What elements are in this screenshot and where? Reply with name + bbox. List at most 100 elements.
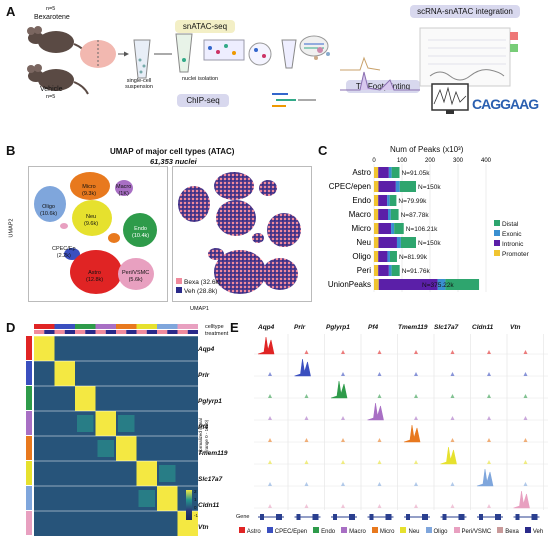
gene-exon-a-7 — [515, 514, 520, 520]
peaks-bar-chart: 0 100 200 300 400 Astro CPEC/epen Endo Macro Mic… — [328, 158, 492, 292]
mouse-icons — [27, 26, 89, 95]
noise-6-3 — [377, 482, 382, 486]
chip-fragments-icon — [272, 93, 316, 107]
bar-unionpeaks-distal — [445, 279, 480, 290]
bar-cpecepen-exonic — [395, 181, 400, 192]
label-macro: Macro (1K) — [116, 184, 131, 198]
header-prlr: Prlr — [294, 324, 306, 331]
cluster-macro — [115, 180, 133, 196]
legend-distal-label: Distal — [502, 221, 519, 228]
legend-swatch — [371, 527, 378, 533]
annot-celltype-6 — [157, 324, 178, 329]
bar-unionpeaks-intronic — [378, 279, 438, 290]
noise-0-4 — [414, 350, 418, 354]
noise-1-6 — [487, 372, 491, 376]
label-neu-count: (9.6k) — [84, 221, 99, 227]
total-label-oligo: N=81.99k — [399, 254, 428, 261]
noise-6-0 — [268, 482, 272, 486]
bar-peri-promoter — [374, 265, 379, 276]
header-aqp4: Aqp4 — [258, 324, 275, 331]
panel-d-label: D — [6, 320, 16, 335]
noise-7-1 — [304, 504, 309, 508]
row-annot-6 — [26, 486, 32, 510]
bar-macro-distal — [390, 209, 399, 220]
annot-veh-0 — [44, 330, 55, 334]
bar-cpecepen-promoter — [374, 181, 379, 192]
chip-seq-badge: ChIP-seq — [177, 94, 229, 107]
gene-models — [258, 514, 540, 520]
label-micro-name: Micro — [82, 184, 96, 190]
peak-oligo — [476, 468, 494, 487]
heatmap-block-7 — [177, 511, 198, 536]
cluster-astro — [70, 250, 122, 294]
category-oligo: Oligo — [352, 252, 371, 261]
label-oligo-count: (10.6k) — [40, 211, 58, 217]
bar-neu-distal — [400, 237, 416, 248]
bar-neu-promoter — [374, 237, 379, 248]
x-tick-0: 0 — [372, 158, 376, 164]
gene-exon-a-6 — [479, 514, 483, 520]
category-astro: Astro — [352, 168, 371, 177]
noise-0-2 — [341, 350, 345, 354]
gene-exon-b-6 — [495, 514, 501, 520]
gene-exon-b-0 — [276, 514, 282, 520]
bar-peri-distal — [391, 265, 400, 276]
legend-text: Peri/VSMC — [461, 529, 492, 535]
scale-1: 1 — [194, 497, 197, 502]
browser-thumbnail — [419, 27, 518, 87]
label-oligo-name: Oligo — [42, 204, 55, 210]
gene-exon-a-0 — [260, 514, 264, 520]
bar-oligo-distal — [389, 251, 397, 262]
noise-0-6 — [487, 350, 491, 354]
bar-endo-promoter — [374, 195, 379, 206]
annot-veh-5 — [146, 330, 157, 334]
cluster-micro — [70, 172, 110, 200]
legend-swatch — [400, 527, 407, 533]
label-astro-name: Astro — [88, 270, 101, 276]
vehicle-label: Vehicle — [40, 86, 63, 93]
gene-exon-a-3 — [369, 514, 374, 520]
annot-celltype-3 — [95, 324, 116, 329]
noise-3-6 — [487, 416, 491, 420]
label-endo: Endo (10.4k) — [132, 226, 149, 240]
gene-exon-b-4 — [422, 514, 428, 520]
legend-veh-swatch — [176, 287, 182, 293]
noise-7-2 — [341, 504, 345, 508]
bar-macro-promoter — [374, 209, 379, 220]
noise-2-4 — [414, 394, 418, 398]
label-astro: Astro (12.8k) — [86, 270, 103, 284]
gene-exon-a-1 — [296, 514, 301, 520]
noise-0-7 — [523, 350, 528, 354]
total-label-macro: N=87.78k — [401, 212, 430, 219]
gene-row-label: Gene — [236, 514, 250, 520]
noise-2-3 — [377, 394, 382, 398]
legend-intronic-swatch — [494, 240, 500, 246]
category-micro: Micro — [351, 224, 371, 233]
annot-veh-7 — [187, 330, 198, 334]
legend-text: Macro — [349, 529, 366, 535]
noise-3-1 — [304, 416, 309, 420]
label-endo-name: Endo — [134, 226, 147, 232]
legend-swatch — [425, 527, 432, 533]
heatmap-speckle-0 — [97, 440, 114, 457]
heatmap-cells — [34, 335, 198, 536]
category-endo: Endo — [352, 196, 371, 205]
noise-0-1 — [304, 350, 309, 354]
gene-exon-b-7 — [531, 514, 538, 520]
heatmap-speckle-2 — [138, 490, 155, 507]
legend-text: Oligo — [433, 529, 448, 535]
header-pf4: Pf4 — [368, 324, 379, 331]
heatmap-speckle-1 — [118, 415, 135, 432]
x-tick-100: 100 — [397, 158, 408, 164]
bar-macro-exonic — [388, 209, 391, 220]
row-annot-3 — [26, 411, 32, 435]
scale-0: 0 — [194, 505, 197, 510]
panel-e-label: E — [230, 320, 239, 335]
legend-veh-label: Veh (28.8k) — [184, 288, 218, 295]
umap-treatment-plot — [172, 166, 312, 302]
n-top: n=5 — [46, 6, 56, 12]
annot-celltype-7 — [177, 324, 198, 329]
legend-item-neu: Neu — [400, 527, 420, 537]
legend-intronic-label: Intronic — [502, 241, 524, 248]
legend-distal-swatch — [494, 220, 500, 226]
